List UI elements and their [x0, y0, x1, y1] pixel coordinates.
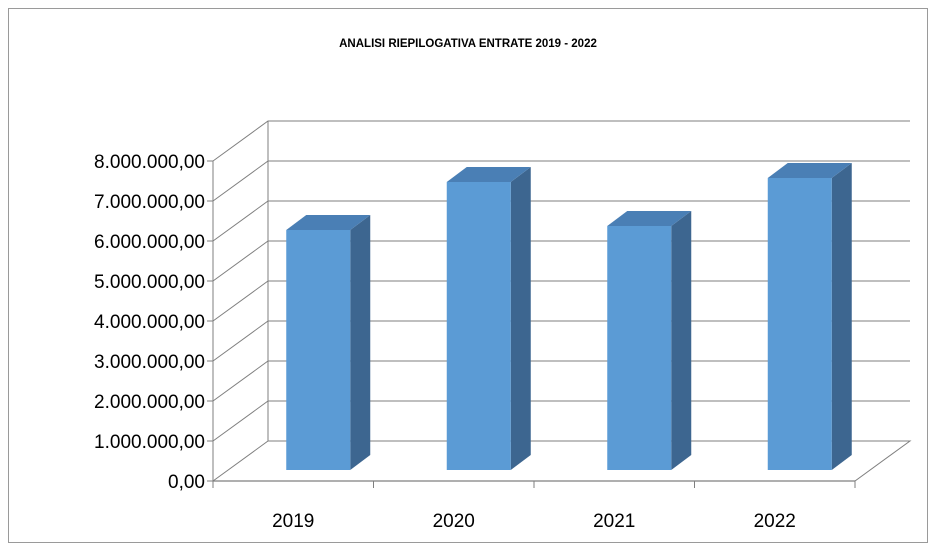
x-axis [212, 480, 856, 488]
bar-top-face [286, 215, 371, 230]
y-tick-label: 8.000.000,00 [94, 152, 205, 173]
bars [286, 163, 852, 470]
gridline [212, 320, 910, 362]
bar [286, 215, 371, 470]
x-axis-tick-labels: 2019 2020 2021 2022 [272, 511, 796, 532]
gridline [212, 240, 910, 282]
bar-front-face [286, 230, 351, 470]
bar-top-face [767, 163, 852, 178]
y-axis-tick-labels: 0,00 1.000.000,00 2.000.000,00 3.000.000,00… [94, 152, 205, 493]
bar-front-face [767, 178, 832, 470]
bar-side-face [831, 163, 852, 470]
gridline [212, 160, 910, 202]
x-tick-label: 2021 [593, 511, 635, 532]
bar-side-face [350, 215, 371, 470]
gridline [212, 280, 910, 322]
x-tick-label: 2020 [433, 511, 475, 532]
gridline [212, 120, 910, 162]
gridline [212, 200, 910, 242]
y-tick-label: 0,00 [168, 472, 205, 493]
gridline [212, 360, 910, 402]
bar-top-face [607, 211, 692, 226]
y-tick-label: 3.000.000,00 [94, 352, 205, 373]
x-tick-label: 2019 [272, 511, 314, 532]
bar-front-face [446, 182, 511, 470]
gridline [212, 400, 910, 442]
gridlines [207, 120, 910, 482]
y-tick-label: 6.000.000,00 [94, 232, 205, 253]
y-tick-label: 1.000.000,00 [94, 432, 205, 453]
chart-title: ANALISI RIEPILOGATIVA ENTRATE 2019 - 202… [339, 38, 597, 50]
y-tick-label: 2.000.000,00 [94, 392, 205, 413]
bar [607, 211, 692, 470]
y-tick-label: 5.000.000,00 [94, 272, 205, 293]
bar [446, 167, 531, 470]
bar-side-face [510, 167, 531, 470]
y-tick-label: 7.000.000,00 [94, 192, 205, 213]
bar-side-face [671, 211, 692, 470]
x-tick-label: 2022 [754, 511, 796, 532]
bar-front-face [607, 226, 672, 470]
bar-top-face [446, 167, 531, 182]
bar [767, 163, 852, 470]
y-tick-label: 4.000.000,00 [94, 312, 205, 333]
